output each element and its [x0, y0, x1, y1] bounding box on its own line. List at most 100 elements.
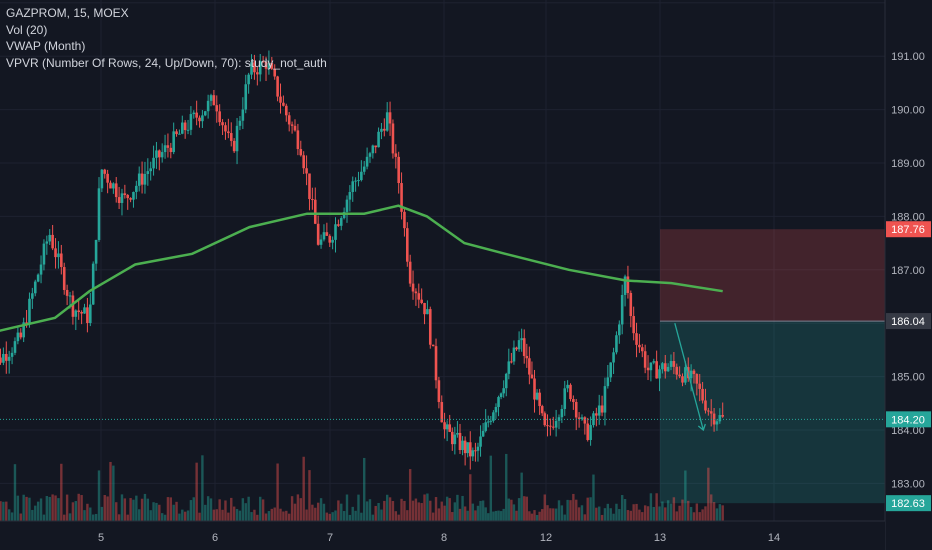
candle-body[interactable] [446, 424, 449, 429]
candle-body[interactable] [716, 421, 719, 424]
candle-body[interactable] [515, 348, 518, 350]
candle-body[interactable] [650, 363, 653, 371]
candle-body[interactable] [37, 275, 40, 282]
candle-body[interactable] [221, 122, 224, 125]
candle-body[interactable] [294, 126, 297, 131]
candle-body[interactable] [586, 424, 589, 440]
candle-body[interactable] [681, 376, 684, 382]
candle-body[interactable] [531, 375, 534, 379]
candle-body[interactable] [51, 235, 54, 248]
take-profit-zone[interactable] [660, 321, 885, 503]
candle-body[interactable] [513, 348, 516, 362]
candle-body[interactable] [484, 422, 487, 431]
candle-body[interactable] [106, 174, 109, 183]
candle-body[interactable] [198, 118, 201, 122]
candle-body[interactable] [609, 362, 612, 377]
candle-body[interactable] [417, 293, 420, 299]
candle-body[interactable] [607, 377, 610, 386]
candle-body[interactable] [627, 276, 630, 293]
candle-body[interactable] [555, 421, 558, 428]
candle-body[interactable] [311, 199, 314, 200]
candle-body[interactable] [647, 368, 650, 371]
candle-body[interactable] [112, 183, 115, 188]
candle-body[interactable] [598, 405, 601, 415]
candle-body[interactable] [158, 150, 161, 157]
candle-body[interactable] [126, 195, 129, 198]
candle-body[interactable] [328, 236, 331, 243]
candle-body[interactable] [40, 265, 43, 275]
candle-body[interactable] [172, 131, 175, 152]
candle-body[interactable] [575, 402, 578, 417]
candle-body[interactable] [374, 146, 377, 148]
candle-body[interactable] [92, 264, 95, 305]
candle-body[interactable] [618, 324, 621, 335]
candle-body[interactable] [247, 75, 250, 85]
candle-body[interactable] [129, 198, 132, 200]
candle-body[interactable] [566, 385, 569, 388]
candle-body[interactable] [670, 361, 673, 367]
candle-body[interactable] [533, 378, 536, 399]
candle-body[interactable] [690, 371, 693, 379]
candle-body[interactable] [423, 303, 426, 314]
candle-body[interactable] [215, 105, 218, 111]
candle-body[interactable] [601, 405, 604, 412]
candle-body[interactable] [349, 192, 352, 200]
candle-body[interactable] [563, 388, 566, 409]
candle-body[interactable] [144, 174, 147, 185]
candle-body[interactable] [192, 113, 195, 114]
candle-body[interactable] [612, 352, 615, 362]
candle-body[interactable] [103, 170, 106, 174]
candle-body[interactable] [675, 367, 678, 375]
candle-body[interactable] [464, 441, 467, 453]
candle-body[interactable] [320, 239, 323, 244]
candle-body[interactable] [34, 282, 37, 294]
candle-body[interactable] [256, 72, 259, 74]
candle-body[interactable] [632, 316, 635, 333]
candle-body[interactable] [389, 112, 392, 123]
candle-body[interactable] [346, 200, 349, 212]
candle-body[interactable] [664, 363, 667, 371]
candle-body[interactable] [538, 393, 541, 406]
candle-body[interactable] [552, 427, 555, 428]
candle-body[interactable] [351, 181, 354, 192]
candle-body[interactable] [218, 111, 221, 122]
candle-body[interactable] [678, 375, 681, 377]
candle-body[interactable] [95, 240, 98, 264]
candle-body[interactable] [337, 224, 340, 226]
candle-body[interactable] [187, 130, 190, 131]
candle-body[interactable] [80, 312, 83, 314]
candle-body[interactable] [118, 197, 121, 203]
candle-body[interactable] [175, 131, 178, 134]
candle-body[interactable] [239, 121, 242, 126]
candle-body[interactable] [236, 126, 239, 151]
candle-body[interactable] [230, 133, 233, 141]
symbol-legend[interactable]: GAZPROM, 15, MOEX [6, 5, 327, 22]
candle-body[interactable] [77, 310, 80, 312]
candle-body[interactable] [523, 338, 526, 356]
candle-body[interactable] [314, 200, 317, 224]
candle-body[interactable] [397, 157, 400, 183]
candle-body[interactable] [497, 397, 500, 407]
candle-body[interactable] [403, 212, 406, 228]
candle-body[interactable] [641, 347, 644, 351]
candle-body[interactable] [448, 424, 451, 432]
candle-body[interactable] [363, 167, 366, 172]
candle-body[interactable] [204, 111, 207, 115]
candle-body[interactable] [69, 295, 72, 296]
candle-body[interactable] [508, 361, 511, 373]
candle-body[interactable] [661, 363, 664, 369]
candle-body[interactable] [244, 84, 247, 109]
candle-body[interactable] [155, 150, 158, 157]
candle-body[interactable] [190, 114, 193, 130]
candle-body[interactable] [644, 351, 647, 367]
candle-body[interactable] [8, 357, 11, 361]
candle-body[interactable] [360, 172, 363, 180]
candle-body[interactable] [541, 406, 544, 413]
candle-body[interactable] [161, 152, 164, 157]
candle-body[interactable] [546, 425, 549, 426]
candle-body[interactable] [63, 267, 66, 290]
candle-body[interactable] [721, 415, 724, 417]
candle-body[interactable] [707, 411, 710, 412]
candle-body[interactable] [291, 124, 294, 125]
